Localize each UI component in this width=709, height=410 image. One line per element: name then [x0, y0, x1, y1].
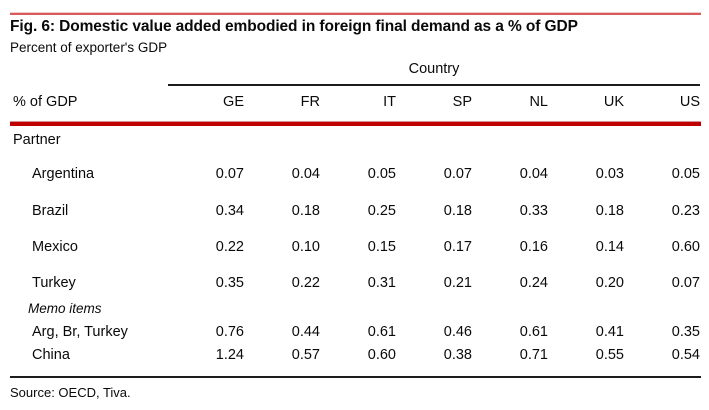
cell-value: 0.60 [671, 239, 700, 255]
cell-value: 0.76 [215, 324, 244, 340]
figure-subtitle: Percent of exporter's GDP [10, 40, 168, 55]
column-header-ge: GE [223, 94, 244, 110]
column-header-us: US [679, 94, 700, 110]
cell-value: 0.55 [595, 347, 624, 363]
table-row: Turkey 0.35 0.22 0.31 0.21 0.24 0.20 0.0… [10, 275, 700, 291]
table-header-row: % of GDP GE FR IT SP NL UK US [10, 94, 700, 110]
column-header-it: IT [383, 94, 396, 110]
cell-value: 0.44 [291, 324, 320, 340]
column-group-header: Country [408, 61, 460, 77]
cell-value: 0.07 [443, 166, 472, 182]
column-header-sp: SP [452, 94, 472, 110]
row-label: China [32, 347, 70, 363]
cell-value: 0.22 [215, 239, 244, 255]
cell-value: 0.05 [367, 166, 396, 182]
cell-value: 0.31 [367, 275, 396, 291]
table-row: China 1.24 0.57 0.60 0.38 0.71 0.55 0.54 [10, 347, 700, 363]
memo-section-label: Memo items [28, 301, 102, 316]
column-group-underline [168, 84, 700, 86]
cell-value: 0.15 [367, 239, 396, 255]
cell-value: 1.24 [215, 347, 244, 363]
cell-value: 0.25 [367, 203, 396, 219]
cell-value: 0.14 [595, 239, 624, 255]
row-label: Argentina [32, 166, 95, 182]
cell-value: 0.54 [671, 347, 700, 363]
cell-value: 0.33 [519, 203, 548, 219]
cell-value: 0.61 [519, 324, 548, 340]
cell-value: 0.60 [367, 347, 396, 363]
figure-title: Fig. 6: Domestic value added embodied in… [10, 18, 578, 35]
cell-value: 0.57 [291, 347, 320, 363]
row-label: Turkey [32, 275, 76, 291]
column-header-fr: FR [300, 94, 320, 110]
cell-value: 0.18 [443, 203, 472, 219]
cell-value: 0.46 [443, 324, 472, 340]
cell-value: 0.20 [595, 275, 624, 291]
cell-value: 0.10 [291, 239, 320, 255]
top-accent-rule [10, 12, 701, 15]
cell-value: 0.35 [215, 275, 244, 291]
cell-value: 0.21 [443, 275, 472, 291]
table-row: Argentina 0.07 0.04 0.05 0.07 0.04 0.03 … [10, 166, 700, 182]
cell-value: 0.18 [291, 203, 320, 219]
cell-value: 0.23 [671, 203, 700, 219]
table-row: Brazil 0.34 0.18 0.25 0.18 0.33 0.18 0.2… [10, 203, 700, 219]
cell-value: 0.24 [519, 275, 548, 291]
cell-value: 0.41 [595, 324, 624, 340]
column-header-uk: UK [603, 94, 624, 110]
cell-value: 0.34 [215, 203, 244, 219]
cell-value: 0.61 [367, 324, 396, 340]
row-label: Brazil [32, 203, 69, 219]
table-bottom-rule [10, 376, 701, 378]
row-label: Arg, Br, Turkey [32, 324, 128, 340]
cell-value: 0.16 [519, 239, 548, 255]
cell-value: 0.35 [671, 324, 700, 340]
cell-value: 0.05 [671, 166, 700, 182]
section-label-row: Partner [10, 132, 700, 148]
corner-label: % of GDP [13, 94, 78, 110]
table-row: Arg, Br, Turkey 0.76 0.44 0.61 0.46 0.61… [10, 324, 700, 340]
column-header-nl: NL [529, 94, 548, 110]
section-label: Partner [13, 132, 61, 148]
cell-value: 0.04 [291, 166, 320, 182]
cell-value: 0.07 [215, 166, 244, 182]
cell-value: 0.38 [443, 347, 472, 363]
cell-value: 0.04 [519, 166, 548, 182]
cell-value: 0.17 [443, 239, 472, 255]
cell-value: 0.07 [671, 275, 700, 291]
cell-value: 0.18 [595, 203, 624, 219]
header-separator-rule [10, 121, 701, 126]
source-note: Source: OECD, Tiva. [10, 385, 131, 400]
memo-section-row: Memo items [10, 301, 700, 317]
cell-value: 0.22 [291, 275, 320, 291]
cell-value: 0.71 [519, 347, 548, 363]
cell-value: 0.03 [595, 166, 624, 182]
table-row: Mexico 0.22 0.10 0.15 0.17 0.16 0.14 0.6… [10, 239, 700, 255]
row-label: Mexico [32, 239, 78, 255]
